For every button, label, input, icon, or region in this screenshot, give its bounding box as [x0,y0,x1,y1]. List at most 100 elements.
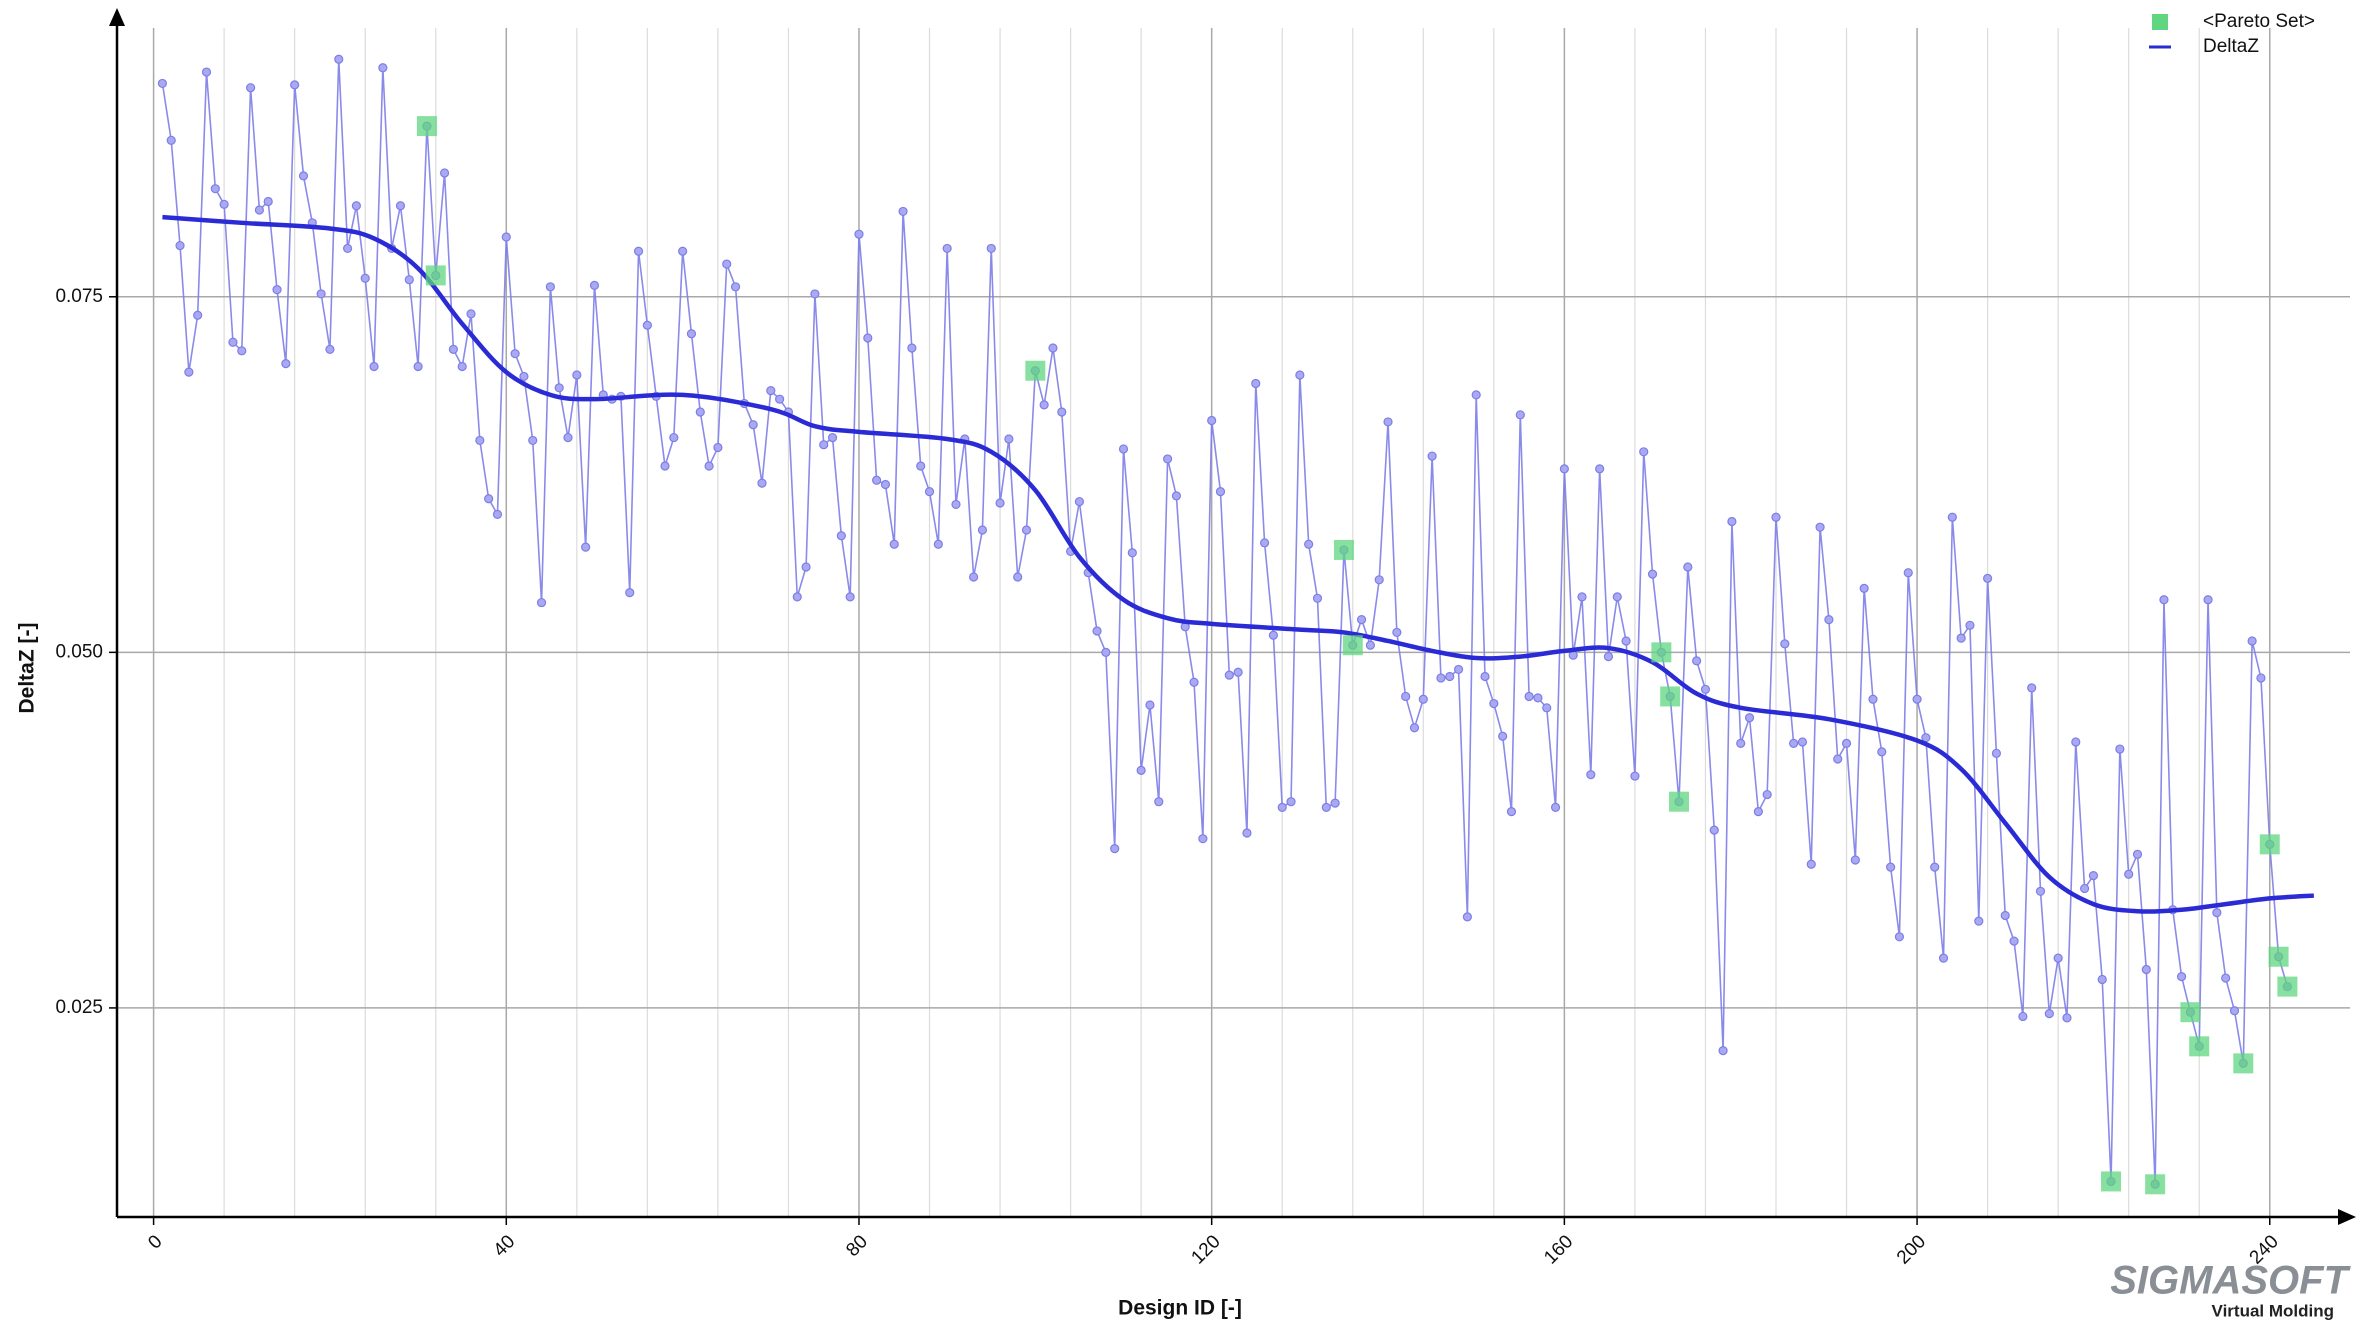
data-point [316,289,326,299]
data-point [1383,417,1393,427]
data-point [563,432,573,443]
data-point [466,309,476,319]
data-point [1004,434,1014,444]
data-point [1048,343,1058,353]
data-point [237,346,247,356]
data-point [1894,932,1905,942]
data-point [448,344,458,354]
x-tick-label: 120 [1187,1231,1224,1268]
pareto-point [2259,834,2280,855]
data-point [413,361,423,372]
data-point [228,337,238,347]
data-point [1118,444,1129,454]
data-point [1912,694,1922,704]
data-point [1780,639,1790,649]
data-point [457,361,467,372]
data-point [766,386,776,396]
data-point [933,539,943,549]
pareto-point [2145,1174,2166,1195]
data-point [193,310,203,320]
data-point [748,420,758,430]
data-point [642,320,652,330]
data-point [1903,568,1913,578]
data-point [889,539,899,549]
data-point [210,184,220,194]
data-point [1110,844,1120,854]
data-point [1021,525,1032,535]
data-point [254,205,265,215]
data-point [1762,789,1772,800]
data-point [1550,802,1561,812]
data-point [1189,677,1199,687]
data-point [995,498,1005,508]
data-point [1127,548,1137,558]
data-point [554,383,564,393]
pareto-point [2277,976,2298,997]
data-point [2176,972,2187,982]
data-point [2027,683,2037,693]
data-point [1868,694,1878,704]
data-point [775,394,785,404]
data-point [625,588,635,598]
data-point [1356,615,1367,625]
axes [109,8,2356,1225]
data-point [845,592,855,602]
data-point [1727,516,1737,527]
data-point [1162,454,1173,464]
data-point [2088,871,2099,881]
data-point [2221,973,2231,983]
data-point [1471,390,1481,400]
pareto-point [2101,1171,2122,1192]
data-point [916,461,926,471]
data-point [704,461,714,471]
data-point [1815,522,1825,532]
data-point [2256,673,2266,683]
trend-curve [162,214,2314,914]
x-axis-arrow [2338,1209,2356,1225]
data-point [924,487,935,497]
pareto-point [2268,946,2289,967]
data-point [854,229,864,239]
data-point [272,285,282,295]
data-point [1268,630,1278,640]
data-point [201,67,212,77]
data-point [1639,447,1649,457]
data-point [439,168,450,178]
data-point [801,562,811,572]
data-point [792,592,802,602]
data-point [1700,684,1711,694]
data-point [1145,700,1155,710]
data-point [2212,908,2222,918]
legend-label: DeltaZ [2203,36,2259,57]
data-point [484,494,494,504]
data-point [2159,595,2169,605]
logo-text: SIGMASOFT [2110,1259,2351,1303]
pareto-point [1660,686,1681,707]
data-point [1753,807,1763,817]
data-point [1621,636,1631,646]
data-point [1938,953,1949,963]
data-point [1709,825,1719,835]
data-point [2132,849,2143,859]
data-point [1233,667,1243,677]
data-point [1321,802,1331,812]
data-point [2141,964,2151,975]
y-tick-label: 0.025 [55,997,103,1018]
data-point [898,206,908,217]
data-point [1771,512,1781,522]
data-point [2229,1006,2240,1016]
data-point [2097,974,2107,985]
data-point [872,475,882,485]
plot-area [157,54,2314,1195]
data-point [519,371,529,382]
data-point [2115,744,2125,754]
data-point [342,243,353,254]
data-point [907,343,917,353]
data-point [669,432,679,443]
data-point [880,479,891,490]
x-axis-title: Design ID [-] [1118,1297,1242,1320]
data-point [528,435,538,446]
data-point [1736,738,1746,748]
data-point [2053,953,2063,963]
